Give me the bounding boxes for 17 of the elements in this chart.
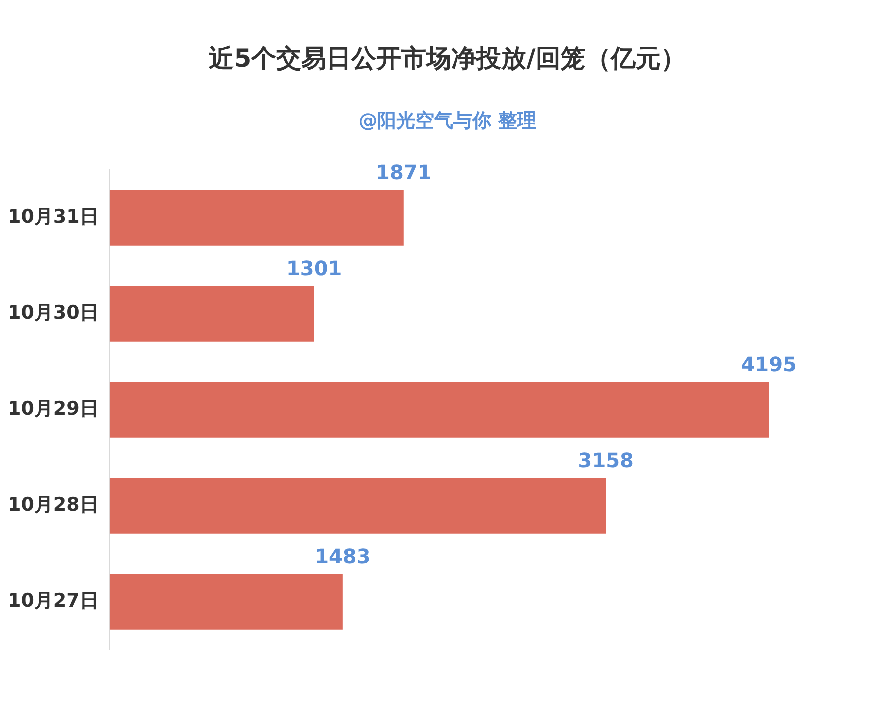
y-tick-label: 10月27日: [8, 590, 99, 612]
bar: [110, 382, 770, 438]
chart-title: 近5个交易日公开市场净投放/回笼（亿元）: [208, 43, 687, 75]
y-tick-label: 10月31日: [8, 206, 99, 228]
y-tick-label: 10月29日: [8, 398, 99, 420]
bar: [110, 574, 343, 630]
bar: [110, 286, 314, 342]
data-label: 1483: [315, 544, 371, 568]
data-label: 1301: [286, 256, 342, 280]
data-label: 1871: [376, 160, 432, 184]
y-tick-label: 10月30日: [8, 302, 99, 324]
bar: [110, 478, 606, 534]
chart-subtitle: @阳光空气与你 整理: [358, 109, 538, 134]
data-label: 4195: [741, 352, 797, 376]
data-label: 3158: [578, 448, 634, 472]
y-tick-label: 10月28日: [8, 494, 99, 516]
bar: [110, 190, 404, 246]
